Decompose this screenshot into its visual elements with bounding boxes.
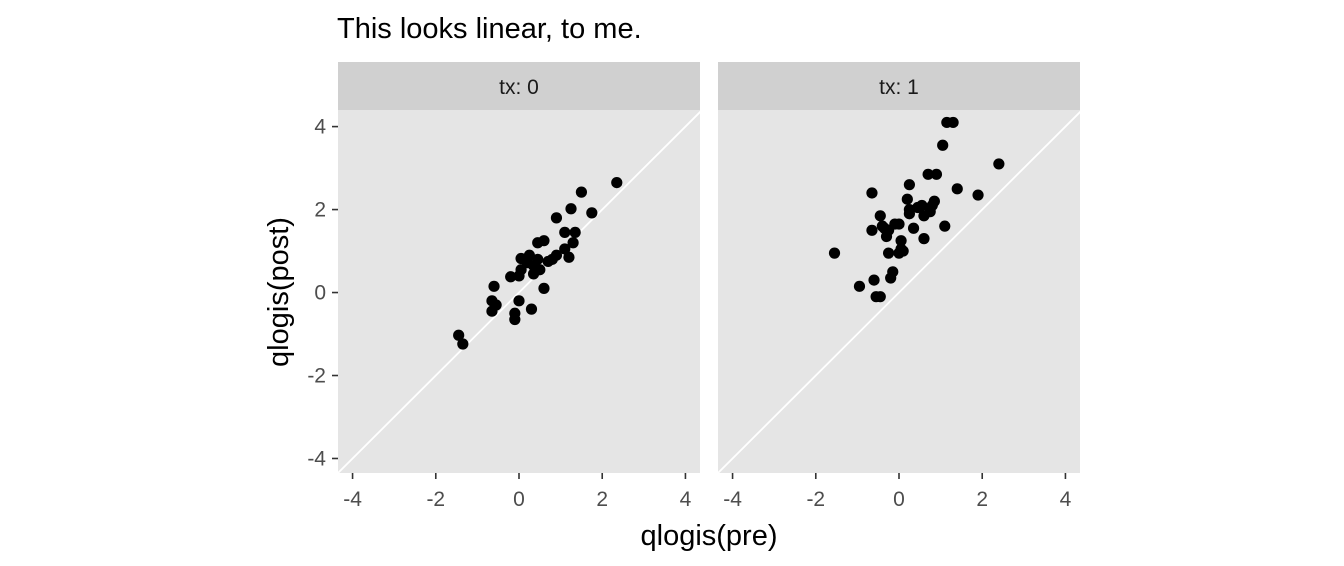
data-point: [895, 235, 907, 247]
data-point: [853, 280, 866, 292]
data-point: [575, 186, 588, 198]
data-point: [903, 208, 916, 220]
data-point: [550, 212, 563, 224]
data-point: [930, 168, 943, 180]
x-tick-label: 4: [1060, 488, 1072, 511]
y-tick-label: -4: [307, 447, 326, 470]
y-tick-label: 2: [314, 199, 326, 222]
x-tick-label: -4: [723, 488, 742, 511]
identity-line: [338, 110, 700, 473]
data-point: [874, 291, 886, 303]
data-point: [486, 295, 498, 307]
data-point: [534, 264, 546, 276]
data-point: [868, 274, 880, 286]
data-point: [586, 207, 598, 219]
data-point: [993, 158, 1005, 170]
data-point: [918, 233, 930, 245]
data-point: [893, 218, 905, 230]
data-point: [559, 243, 571, 255]
data-point: [866, 187, 878, 199]
data-point: [897, 245, 909, 257]
data-point: [916, 199, 928, 212]
data-point: [866, 224, 878, 236]
facet-strip: [718, 62, 1080, 110]
data-point: [488, 280, 500, 292]
data-point: [538, 282, 550, 294]
data-point: [882, 247, 895, 259]
data-point: [972, 189, 984, 201]
data-point: [874, 210, 886, 222]
facet-strip: [338, 62, 700, 110]
panel-1: tx: 1 -4 -2 0 2 4: [718, 62, 1080, 511]
x-tick-label: 4: [680, 488, 692, 511]
data-point: [887, 266, 899, 278]
data-point: [523, 249, 536, 261]
data-point: [903, 179, 916, 191]
data-point: [532, 253, 544, 265]
y-tick-label: 0: [314, 282, 326, 305]
data-point: [947, 116, 959, 129]
data-point: [457, 338, 469, 350]
x-tick-label: -2: [806, 488, 825, 511]
facet-strip-label: tx: 0: [499, 76, 539, 99]
data-point: [538, 235, 550, 247]
data-point: [569, 226, 581, 238]
x-tick-label: 2: [976, 488, 988, 511]
facet-strip-label: tx: 1: [879, 76, 919, 99]
data-point: [453, 329, 465, 341]
data-point: [559, 226, 571, 238]
data-point: [611, 177, 623, 189]
y-tick-label: -2: [307, 365, 326, 388]
data-point: [901, 193, 913, 205]
data-point: [550, 249, 563, 261]
data-point: [567, 237, 579, 249]
data-point: [505, 271, 517, 283]
data-point: [907, 222, 920, 234]
data-point: [525, 303, 538, 315]
data-point: [922, 168, 934, 180]
panel-content: [338, 110, 700, 473]
x-tick-label: -2: [426, 488, 445, 511]
data-point: [509, 307, 521, 319]
y-tick-label: 4: [314, 116, 326, 139]
x-tick-label: 0: [513, 488, 525, 511]
chart-title: This looks linear, to me.: [337, 13, 642, 45]
x-axis-title: qlogis(pre): [641, 520, 778, 552]
data-point: [951, 183, 963, 195]
x-tick-label: 2: [596, 488, 608, 511]
panel-content: [718, 110, 1080, 473]
y-axis: -4 -2 0 2 4: [307, 116, 338, 470]
data-point: [828, 247, 841, 259]
data-point: [937, 139, 949, 151]
data-point: [563, 251, 575, 263]
data-point: [513, 295, 525, 307]
y-axis-title: qlogis(post): [263, 217, 295, 367]
data-point: [939, 220, 951, 232]
panels: tx: 0 -4 -2 0 2 4 tx: 1 -4 -2 0 2 4: [338, 62, 1080, 511]
data-point: [565, 203, 577, 215]
x-tick-label: -4: [343, 488, 362, 511]
data-point: [928, 195, 940, 207]
identity-line: [718, 110, 1080, 473]
panel-0: tx: 0 -4 -2 0 2 4: [338, 62, 700, 511]
x-tick-label: 0: [893, 488, 905, 511]
